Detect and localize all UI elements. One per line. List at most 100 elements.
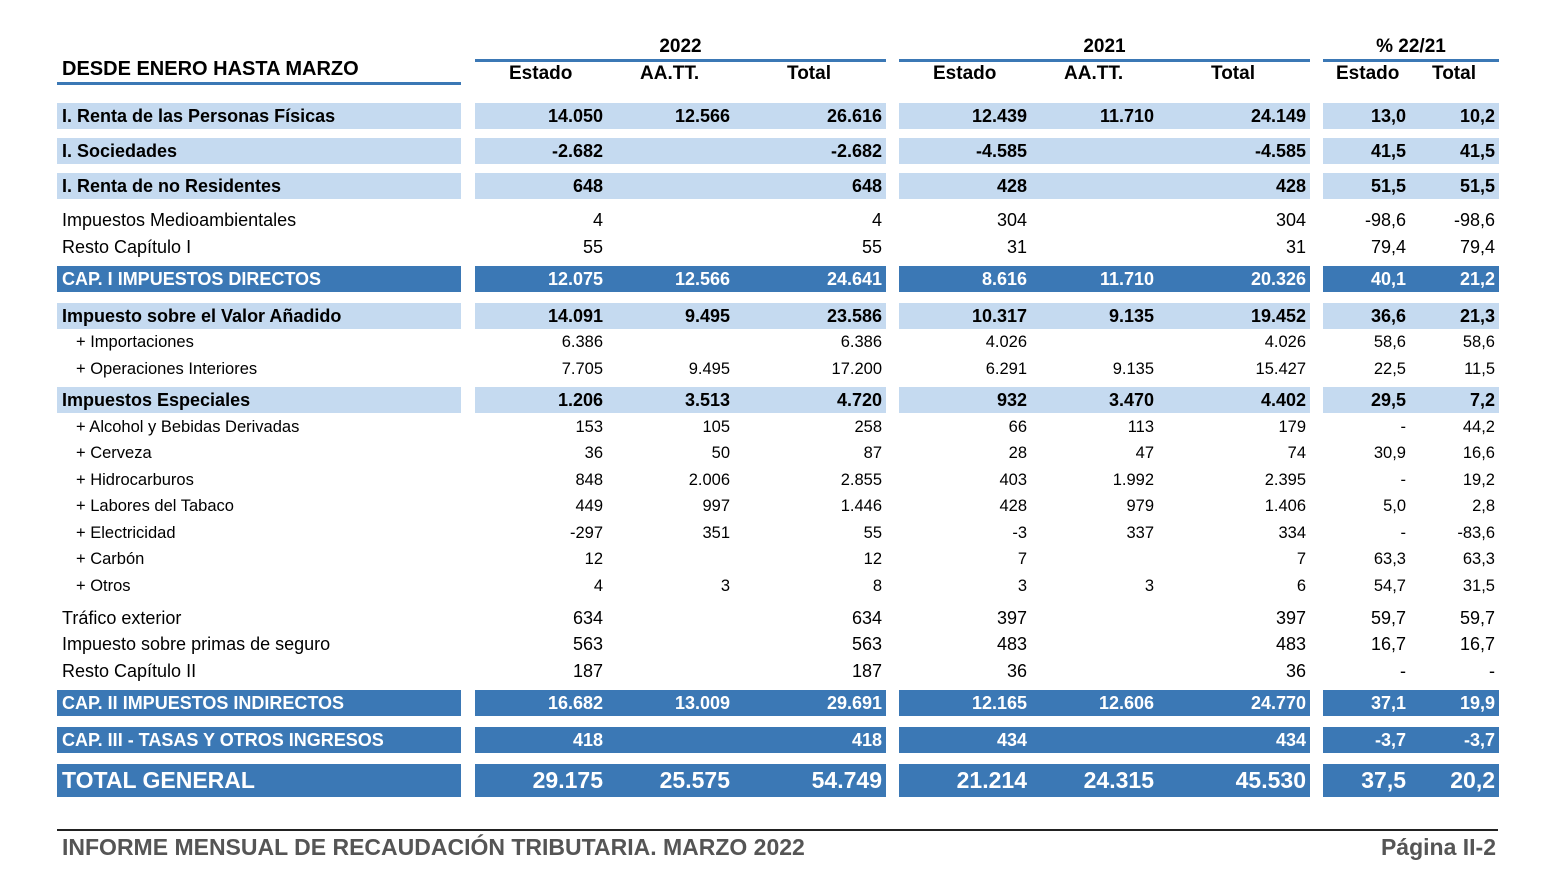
- row-band: [899, 103, 1310, 129]
- row-label: + Alcohol y Bebidas Derivadas: [76, 417, 300, 436]
- row-label: CAP. II IMPUESTOS INDIRECTOS: [62, 693, 345, 713]
- row-label: Impuestos Especiales: [62, 390, 251, 410]
- col-total-2021: Total: [1211, 63, 1255, 84]
- row-band: [475, 387, 886, 413]
- row-label: Impuestos Medioambientales: [62, 210, 297, 230]
- cell-pe: 37,1: [1370, 693, 1406, 713]
- cell-e21: -4.585: [975, 141, 1027, 161]
- cell-t22: 55: [861, 237, 882, 257]
- row-label: I. Renta de las Personas Físicas: [62, 106, 336, 126]
- cell-e21: 12.165: [971, 693, 1027, 713]
- row-label: TOTAL GENERAL: [62, 766, 255, 793]
- cell-pt: 20,2: [1450, 766, 1495, 793]
- cell-e22: 634: [572, 608, 603, 628]
- cell-t22: 54.749: [811, 766, 882, 793]
- cell-e22: 1.206: [557, 390, 603, 410]
- cell-t21: 304: [1275, 210, 1306, 230]
- cell-t22: 12: [863, 549, 882, 568]
- cell-t21: 334: [1278, 523, 1306, 542]
- cell-t22: 4.720: [836, 390, 882, 410]
- header-rule-label: [57, 82, 461, 85]
- cell-t22: 634: [851, 608, 882, 628]
- report-title: INFORME MENSUAL DE RECAUDACIÓN TRIBUTARI…: [62, 834, 805, 860]
- cell-pt: 58,6: [1462, 332, 1495, 351]
- cell-a21: 337: [1126, 523, 1154, 542]
- row-band: [1323, 727, 1499, 753]
- cell-e21: 4.026: [985, 332, 1027, 351]
- cell-e22: 36: [584, 443, 603, 462]
- row-band: [1323, 173, 1499, 199]
- row-label: Impuesto sobre el Valor Añadido: [62, 306, 342, 326]
- footer-rule: [57, 829, 1498, 831]
- cell-t21: 397: [1275, 608, 1306, 628]
- cell-pt: 21,3: [1459, 306, 1495, 326]
- cell-pe: 54,7: [1373, 576, 1406, 595]
- row-band: [475, 763, 886, 797]
- cell-t22: 648: [851, 176, 882, 196]
- row-band: [899, 727, 1310, 753]
- cell-pt: 44,2: [1462, 417, 1495, 436]
- row-band: [1323, 303, 1499, 329]
- cell-a21: 11.710: [1099, 106, 1154, 126]
- cell-pt: 79,4: [1459, 237, 1495, 257]
- cell-t21: 19.452: [1250, 306, 1306, 326]
- cell-a21: 12.606: [1098, 693, 1154, 713]
- cell-e21: 403: [999, 470, 1027, 489]
- row-band: [1323, 763, 1499, 797]
- cell-pe: 36,6: [1370, 306, 1406, 326]
- cell-t22: 1.446: [840, 496, 882, 515]
- cell-a22: 12.566: [674, 269, 730, 289]
- cell-t22: 55: [863, 523, 882, 542]
- cell-pt: -83,6: [1457, 523, 1495, 542]
- page-number: Página II-2: [1380, 834, 1496, 860]
- cell-e21: 932: [996, 390, 1027, 410]
- row-label: + Otros: [76, 576, 131, 595]
- row-label: + Importaciones: [76, 332, 194, 351]
- cell-e22: 449: [575, 496, 603, 515]
- cell-e22: 648: [572, 176, 603, 196]
- cell-a21: 9.135: [1108, 306, 1154, 326]
- cell-a22: 105: [702, 417, 730, 436]
- cell-pe: 51,5: [1370, 176, 1406, 196]
- row-label: Resto Capítulo I: [62, 237, 192, 257]
- row-band: [57, 266, 461, 292]
- row-band: [899, 763, 1310, 797]
- cell-t21: 74: [1287, 443, 1306, 462]
- cell-e22: 4: [593, 576, 603, 595]
- row-band: [1323, 387, 1499, 413]
- cell-e21: 10.317: [971, 306, 1027, 326]
- cell-a22: 9.495: [688, 359, 730, 378]
- cell-e21: 428: [996, 176, 1027, 196]
- cell-e22: 848: [575, 470, 603, 489]
- cell-pe: -: [1400, 470, 1407, 489]
- row-band: [475, 690, 886, 716]
- cell-t22: 17.200: [831, 359, 882, 378]
- cell-t21: 179: [1278, 417, 1306, 436]
- row-band: [1323, 103, 1499, 129]
- row-label: CAP. I IMPUESTOS DIRECTOS: [62, 269, 322, 289]
- cell-pt: -98,6: [1453, 210, 1495, 230]
- cell-pt: 10,2: [1459, 106, 1495, 126]
- cell-a22: 50: [711, 443, 730, 462]
- row-label: Resto Capítulo II: [62, 661, 197, 681]
- col-total-pct: Total: [1432, 63, 1476, 84]
- cell-e22: -297: [569, 523, 603, 542]
- cell-e22: 29.175: [532, 766, 603, 793]
- row-label: + Operaciones Interiores: [76, 359, 258, 378]
- cell-e22: 12.075: [547, 269, 603, 289]
- cell-pt: 21,2: [1459, 269, 1495, 289]
- cell-a22: 997: [702, 496, 730, 515]
- cell-t21: 24.770: [1250, 693, 1306, 713]
- row-label: I. Sociedades: [62, 141, 178, 161]
- pct-heading: % 22/21: [1376, 36, 1446, 57]
- cell-t22: 563: [851, 634, 882, 654]
- cell-a22: 3.513: [684, 390, 730, 410]
- row-label: Tráfico exterior: [62, 608, 182, 628]
- cell-e22: 153: [575, 417, 603, 436]
- col-aatt-2022: AA.TT.: [640, 63, 700, 84]
- cell-e22: 12: [584, 549, 603, 568]
- cell-e22: 6.386: [561, 332, 603, 351]
- cell-e22: 14.091: [547, 306, 603, 326]
- cell-t21: -4.585: [1254, 141, 1306, 161]
- cell-t22: 4: [871, 210, 882, 230]
